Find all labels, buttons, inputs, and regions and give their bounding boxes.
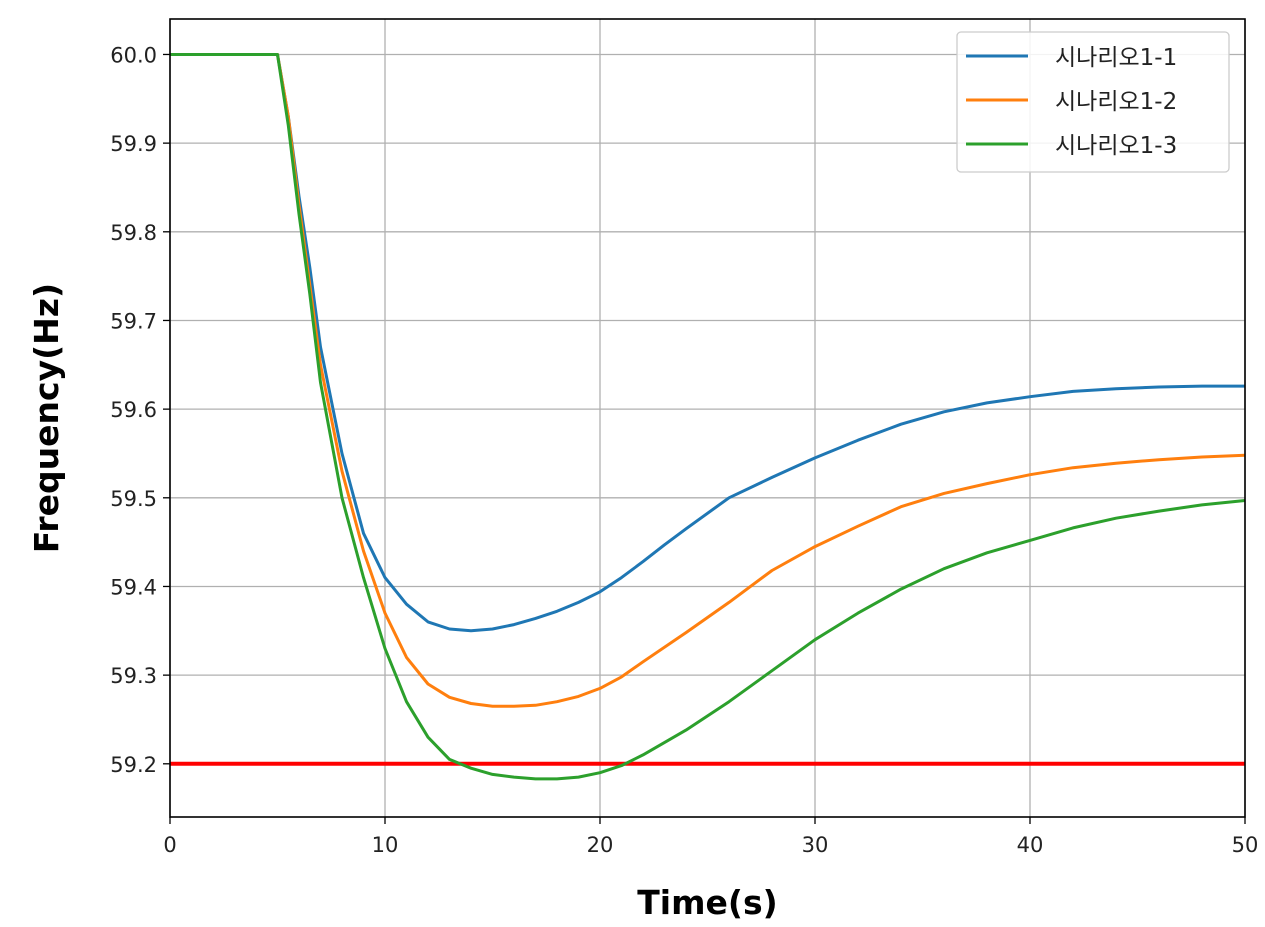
legend-label-2: 시나리오1-2 <box>1055 89 1177 115</box>
y-tick-label: 59.3 <box>110 664 157 688</box>
legend-label-1: 시나리오1-1 <box>1055 45 1177 71</box>
x-tick-label: 10 <box>372 833 399 857</box>
legend: 시나리오1-1 시나리오1-2 시나리오1-3 <box>956 31 1230 173</box>
legend-box <box>956 31 1230 173</box>
legend-label-3: 시나리오1-3 <box>1055 133 1177 159</box>
series-lines <box>170 53 1246 781</box>
x-tick-label: 20 <box>587 833 614 857</box>
x-tick-label: 40 <box>1017 833 1044 857</box>
y-tick-label: 59.6 <box>110 398 157 422</box>
series-line-2 <box>170 53 1246 708</box>
series-line-1 <box>170 53 1245 633</box>
y-tick-label: 59.9 <box>110 132 157 156</box>
y-axis-label: Frequency(Hz) <box>27 283 66 553</box>
y-tick-label: 59.5 <box>110 487 157 511</box>
y-tick-label: 59.2 <box>110 753 157 777</box>
y-tick-label: 60.0 <box>110 43 157 67</box>
axis-ticks: 0 10 20 30 40 50 59.2 59.3 59.4 59.5 59.6 59.7 59.8 5… <box>110 43 1258 857</box>
series-line-3 <box>170 53 1246 781</box>
y-tick-label: 59.7 <box>110 309 157 333</box>
x-axis-label: Time(s) <box>637 883 777 922</box>
x-tick-label: 0 <box>163 833 176 857</box>
x-tick-label: 30 <box>802 833 829 857</box>
plot-frame <box>169 18 1246 818</box>
y-tick-label: 59.8 <box>110 221 157 245</box>
x-tick-label: 50 <box>1232 833 1259 857</box>
grid-lines <box>169 19 1246 817</box>
y-tick-label: 59.4 <box>110 575 157 599</box>
